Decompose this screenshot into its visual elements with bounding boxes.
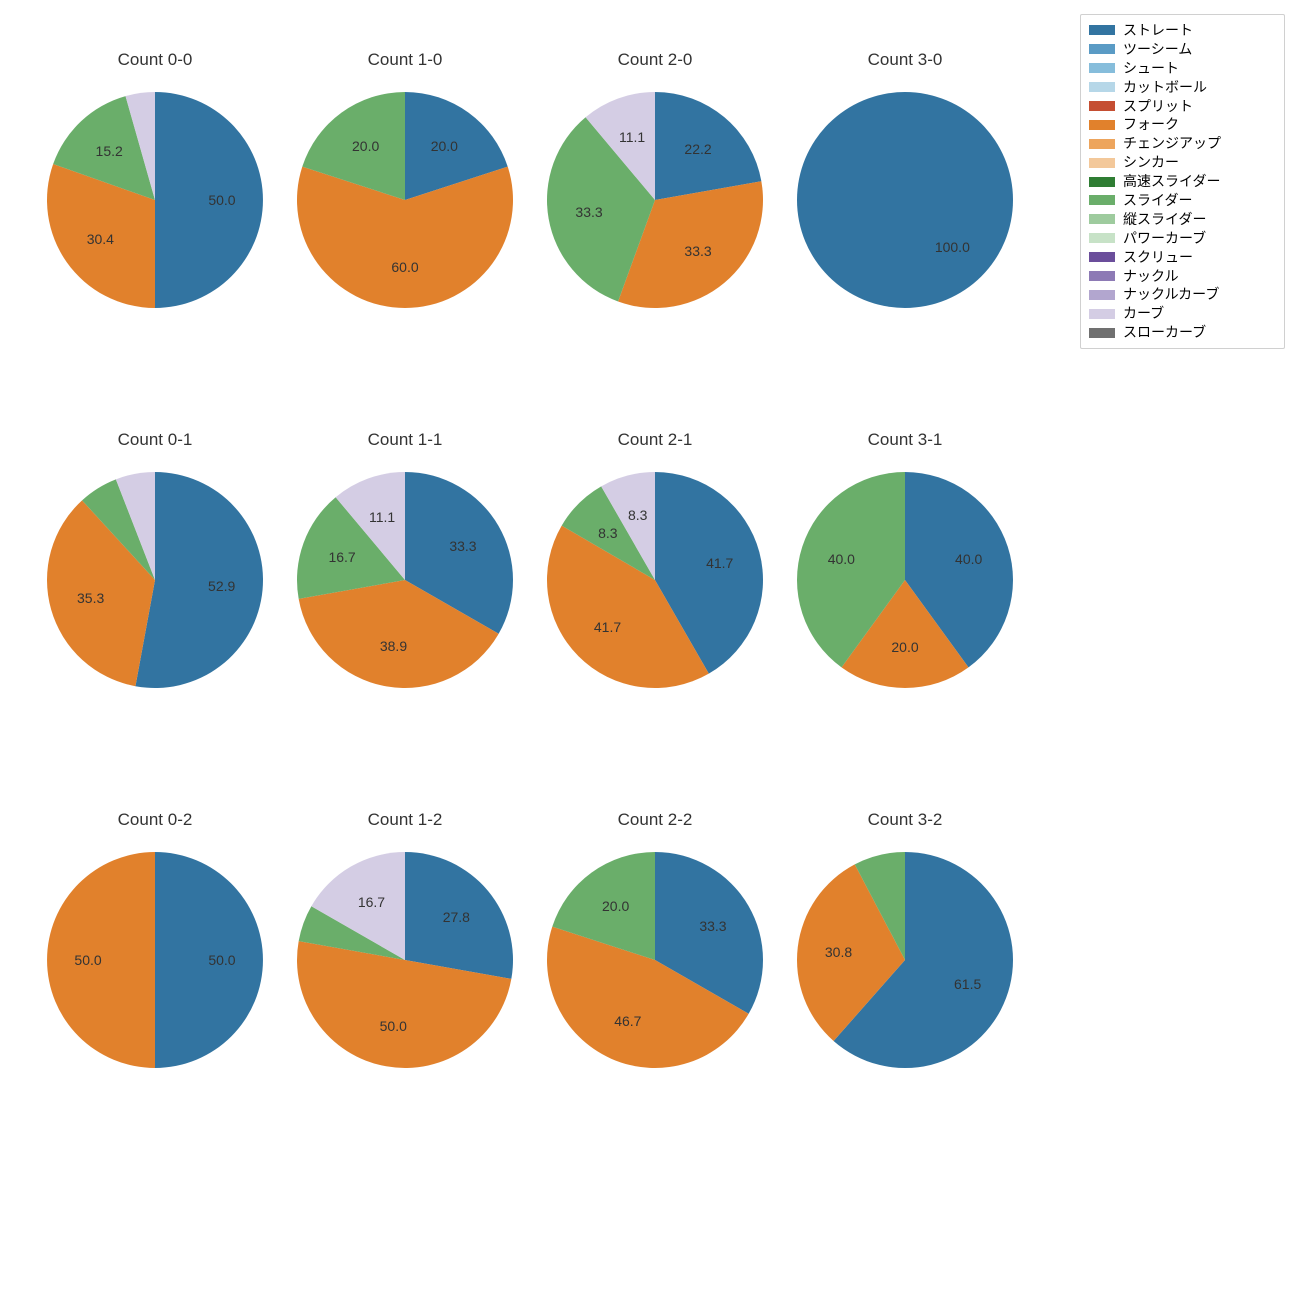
legend-item: スライダー [1089, 191, 1276, 210]
chart-title: Count 0-1 [30, 430, 280, 450]
pie-slice [405, 852, 513, 979]
pie-svg [795, 470, 1015, 690]
legend-item: パワーカーブ [1089, 229, 1276, 248]
legend-item: カットボール [1089, 78, 1276, 97]
chart-title: Count 3-2 [780, 810, 1030, 830]
legend-item: フォーク [1089, 115, 1276, 134]
pie-svg [45, 470, 265, 690]
legend-swatch [1089, 271, 1115, 281]
pie-svg [545, 90, 765, 310]
pie-slice [797, 92, 1013, 308]
legend-label: 縦スライダー [1123, 210, 1206, 229]
legend-label: ツーシーム [1123, 40, 1192, 59]
legend-label: ストレート [1123, 21, 1193, 40]
legend-label: スローカーブ [1123, 323, 1206, 342]
pie-svg [545, 850, 765, 1070]
legend-item: 高速スライダー [1089, 172, 1276, 191]
legend-label: カーブ [1123, 304, 1164, 323]
legend-swatch [1089, 233, 1115, 243]
chart-title: Count 1-2 [280, 810, 530, 830]
pie-svg [45, 850, 265, 1070]
legend-item: ツーシーム [1089, 40, 1276, 59]
chart-title: Count 2-2 [530, 810, 780, 830]
pie-svg [295, 90, 515, 310]
legend-label: スクリュー [1123, 248, 1193, 267]
legend-swatch [1089, 25, 1115, 35]
chart-title: Count 0-2 [30, 810, 280, 830]
pie-slice [155, 852, 263, 1068]
pie-svg [45, 90, 265, 310]
legend-swatch [1089, 252, 1115, 262]
legend-swatch [1089, 101, 1115, 111]
pie-chart: Count 3-0100.0 [780, 50, 1030, 430]
legend-swatch [1089, 44, 1115, 54]
pie-slice [155, 92, 263, 308]
legend-item: ナックルカーブ [1089, 285, 1276, 304]
legend-label: スプリット [1123, 97, 1193, 116]
legend-item: スローカーブ [1089, 323, 1276, 342]
chart-title: Count 2-1 [530, 430, 780, 450]
legend-swatch [1089, 139, 1115, 149]
legend-swatch [1089, 158, 1115, 168]
legend-swatch [1089, 328, 1115, 338]
pie-slice [47, 852, 155, 1068]
pie-chart: Count 2-141.741.78.38.3 [530, 430, 780, 810]
pie-slice [655, 92, 761, 200]
pie-chart: Count 0-050.030.415.2 [30, 50, 280, 430]
legend-swatch [1089, 82, 1115, 92]
legend-label: フォーク [1123, 115, 1179, 134]
pie-svg [795, 90, 1015, 310]
pie-svg [545, 470, 765, 690]
chart-title: Count 3-1 [780, 430, 1030, 450]
pie-chart: Count 1-227.850.016.7 [280, 810, 530, 1190]
legend-swatch [1089, 177, 1115, 187]
legend-item: カーブ [1089, 304, 1276, 323]
chart-title: Count 0-0 [30, 50, 280, 70]
pie-chart: Count 3-140.020.040.0 [780, 430, 1030, 810]
legend-swatch [1089, 309, 1115, 319]
pie-chart: Count 0-152.935.3 [30, 430, 280, 810]
legend: ストレートツーシームシュートカットボールスプリットフォークチェンジアップシンカー… [1080, 14, 1285, 349]
legend-label: ナックルカーブ [1123, 285, 1219, 304]
pie-chart: Count 3-261.530.8 [780, 810, 1030, 1190]
legend-swatch [1089, 214, 1115, 224]
legend-label: ナックル [1123, 267, 1179, 286]
pie-svg [295, 850, 515, 1070]
legend-label: カットボール [1123, 78, 1207, 97]
legend-item: スクリュー [1089, 248, 1276, 267]
chart-title: Count 2-0 [530, 50, 780, 70]
pie-chart: Count 2-233.346.720.0 [530, 810, 780, 1190]
chart-title: Count 1-0 [280, 50, 530, 70]
pie-grid-figure: ストレートツーシームシュートカットボールスプリットフォークチェンジアップシンカー… [0, 0, 1300, 1300]
legend-item: シュート [1089, 59, 1276, 78]
legend-label: シュート [1123, 59, 1179, 78]
pie-chart: Count 0-250.050.0 [30, 810, 280, 1190]
legend-label: 高速スライダー [1123, 172, 1220, 191]
legend-swatch [1089, 195, 1115, 205]
legend-item: 縦スライダー [1089, 210, 1276, 229]
legend-item: チェンジアップ [1089, 134, 1276, 153]
legend-item: スプリット [1089, 97, 1276, 116]
legend-item: ストレート [1089, 21, 1276, 40]
legend-swatch [1089, 63, 1115, 73]
legend-label: シンカー [1123, 153, 1179, 172]
legend-item: ナックル [1089, 267, 1276, 286]
pie-chart: Count 1-020.060.020.0 [280, 50, 530, 430]
legend-label: スライダー [1123, 191, 1192, 210]
legend-label: チェンジアップ [1123, 134, 1221, 153]
legend-swatch [1089, 120, 1115, 130]
pie-svg [795, 850, 1015, 1070]
pie-svg [295, 470, 515, 690]
legend-label: パワーカーブ [1123, 229, 1206, 248]
legend-item: シンカー [1089, 153, 1276, 172]
pie-chart: Count 1-133.338.916.711.1 [280, 430, 530, 810]
pie-chart: Count 2-022.233.333.311.1 [530, 50, 780, 430]
legend-swatch [1089, 290, 1115, 300]
chart-title: Count 3-0 [780, 50, 1030, 70]
chart-title: Count 1-1 [280, 430, 530, 450]
